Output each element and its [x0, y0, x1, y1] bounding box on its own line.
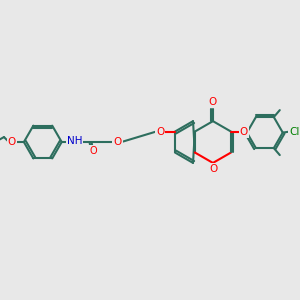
Text: O: O — [240, 127, 248, 136]
Text: O: O — [209, 97, 217, 107]
Text: O: O — [8, 137, 16, 147]
Text: O: O — [210, 164, 218, 174]
Text: NH: NH — [67, 136, 83, 146]
Text: O: O — [90, 146, 97, 156]
Text: Cl: Cl — [290, 127, 300, 136]
Text: O: O — [113, 137, 122, 147]
Text: O: O — [156, 127, 164, 136]
